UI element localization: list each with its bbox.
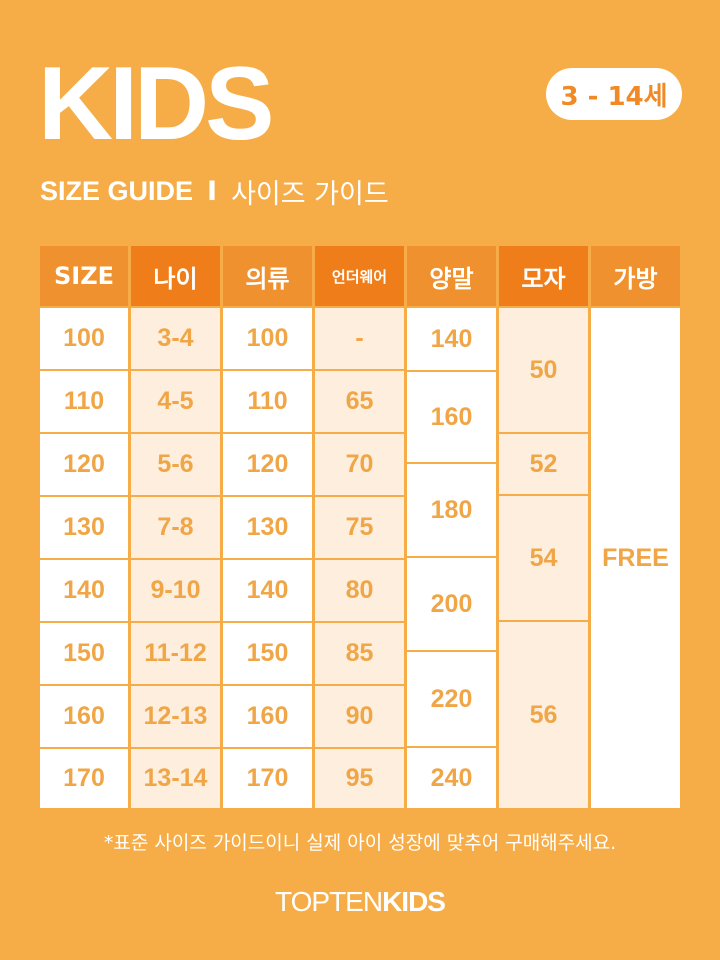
header-bag: 가방	[591, 246, 680, 306]
cell-size: 100	[40, 308, 128, 369]
cell-clothing: 100	[223, 308, 312, 369]
cell-underwear: 75	[315, 497, 404, 558]
subtitle-en: SIZE GUIDE	[40, 176, 194, 206]
cell-clothing: 130	[223, 497, 312, 558]
header-age: 나이	[131, 246, 220, 306]
subtitle-separator: I	[207, 176, 218, 207]
header-hat: 모자	[499, 246, 588, 306]
cell-age: 5-6	[131, 434, 220, 495]
header-socks: 양말	[407, 246, 496, 306]
cell-socks: 160	[407, 372, 496, 462]
cell-underwear: 65	[315, 371, 404, 432]
cell-size: 160	[40, 686, 128, 747]
cell-clothing: 150	[223, 623, 312, 684]
cell-clothing: 110	[223, 371, 312, 432]
cell-hat: 56	[499, 622, 588, 808]
brand-light: TOPTEN	[275, 886, 383, 917]
cell-hat: 50	[499, 308, 588, 432]
cell-socks: 220	[407, 652, 496, 746]
cell-age: 13-14	[131, 749, 220, 808]
brand-logo: TOPTENKIDS	[0, 886, 720, 918]
cell-bag: FREE	[591, 308, 680, 808]
cell-clothing: 140	[223, 560, 312, 621]
cell-socks: 200	[407, 558, 496, 650]
header-underwear: 언더웨어	[315, 246, 404, 306]
cell-underwear: 85	[315, 623, 404, 684]
cell-underwear: 80	[315, 560, 404, 621]
cell-age: 4-5	[131, 371, 220, 432]
cell-socks: 140	[407, 308, 496, 370]
header-size: SIZE	[40, 246, 128, 306]
cell-socks: 240	[407, 748, 496, 808]
brand-bold: KIDS	[382, 886, 446, 917]
page-title: KIDS	[38, 46, 274, 162]
header-clothing: 의류	[223, 246, 312, 306]
cell-size: 110	[40, 371, 128, 432]
cell-clothing: 120	[223, 434, 312, 495]
footnote: *표준 사이즈 가이드이니 실제 아이 성장에 맞추어 구매해주세요.	[103, 832, 617, 854]
cell-age: 11-12	[131, 623, 220, 684]
subtitle: SIZE GUIDE I 사이즈 가이드	[40, 172, 389, 211]
cell-clothing: 160	[223, 686, 312, 747]
cell-age: 7-8	[131, 497, 220, 558]
cell-size: 170	[40, 749, 128, 808]
cell-age: 9-10	[131, 560, 220, 621]
cell-age: 12-13	[131, 686, 220, 747]
cell-size: 120	[40, 434, 128, 495]
cell-underwear: 95	[315, 749, 404, 808]
cell-underwear: 90	[315, 686, 404, 747]
cell-age: 3-4	[131, 308, 220, 369]
cell-size: 140	[40, 560, 128, 621]
subtitle-ko: 사이즈 가이드	[231, 179, 389, 210]
cell-socks: 180	[407, 464, 496, 556]
cell-size: 150	[40, 623, 128, 684]
cell-size: 130	[40, 497, 128, 558]
age-range-badge: 3 - 14세	[546, 68, 682, 120]
cell-clothing: 170	[223, 749, 312, 808]
cell-hat: 54	[499, 496, 588, 620]
cell-underwear: 70	[315, 434, 404, 495]
cell-underwear: -	[315, 308, 404, 369]
cell-hat: 52	[499, 434, 588, 494]
